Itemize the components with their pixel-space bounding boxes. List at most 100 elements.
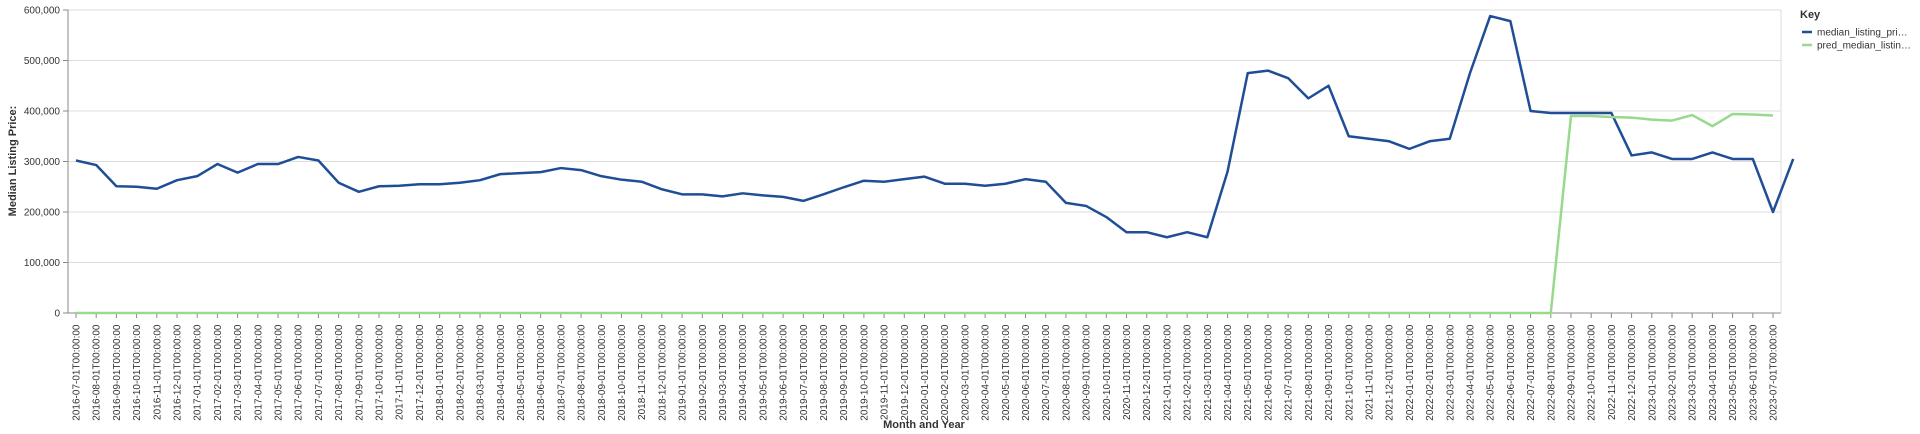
x-tick-label: 2022-05-01T00:00:00 bbox=[1486, 324, 1497, 421]
x-tick-label: 2021-12-01T00:00:00 bbox=[1385, 324, 1396, 421]
x-tick-label: 2017-06-01T00:00:00 bbox=[294, 324, 305, 421]
x-tick-label: 2023-06-01T00:00:00 bbox=[1748, 324, 1759, 421]
x-tick-label: 2020-07-01T00:00:00 bbox=[1041, 324, 1052, 421]
x-tick-label: 2022-08-01T00:00:00 bbox=[1546, 324, 1557, 421]
x-tick-label: 2020-03-01T00:00:00 bbox=[960, 324, 971, 421]
x-tick-label: 2018-12-01T00:00:00 bbox=[657, 324, 668, 421]
x-tick-label: 2017-09-01T00:00:00 bbox=[354, 324, 365, 421]
x-tick-label: 2017-11-01T00:00:00 bbox=[395, 324, 406, 420]
y-tick-label: 500,000 bbox=[24, 56, 61, 67]
x-tick-label: 2022-12-01T00:00:00 bbox=[1627, 324, 1638, 421]
x-tick-label: 2016-11-01T00:00:00 bbox=[152, 324, 163, 420]
x-tick-label: 2018-06-01T00:00:00 bbox=[536, 324, 547, 421]
x-tick-label: 2022-09-01T00:00:00 bbox=[1566, 324, 1577, 421]
x-tick-label: 2016-09-01T00:00:00 bbox=[112, 324, 123, 421]
x-tick-label: 2023-07-01T00:00:00 bbox=[1769, 324, 1780, 421]
x-tick-label: 2019-02-01T00:00:00 bbox=[698, 324, 709, 421]
x-tick-label: 2021-01-01T00:00:00 bbox=[1162, 324, 1173, 421]
x-tick-label: 2016-12-01T00:00:00 bbox=[173, 324, 184, 421]
x-tick-label: 2020-08-01T00:00:00 bbox=[1061, 324, 1072, 421]
x-tick-label: 2022-02-01T00:00:00 bbox=[1425, 324, 1436, 421]
x-tick-label: 2019-11-01T00:00:00 bbox=[880, 324, 891, 420]
x-tick-label: 2017-08-01T00:00:00 bbox=[334, 324, 345, 421]
x-tick-label: 2022-06-01T00:00:00 bbox=[1506, 324, 1517, 421]
x-tick-label: 2018-05-01T00:00:00 bbox=[516, 324, 527, 421]
x-tick-label: 2022-11-01T00:00:00 bbox=[1607, 324, 1618, 420]
x-tick-label: 2021-02-01T00:00:00 bbox=[1183, 324, 1194, 421]
x-tick-label: 2018-02-01T00:00:00 bbox=[455, 324, 466, 421]
x-tick-label: 2020-02-01T00:00:00 bbox=[940, 324, 951, 421]
x-tick-label: 2017-03-01T00:00:00 bbox=[233, 324, 244, 421]
x-tick-label: 2019-03-01T00:00:00 bbox=[718, 324, 729, 421]
x-axis-title: Month and Year bbox=[883, 419, 965, 431]
x-tick-label: 2020-11-01T00:00:00 bbox=[1122, 324, 1133, 420]
x-tick-label: 2023-05-01T00:00:00 bbox=[1728, 324, 1739, 421]
y-tick-label: 300,000 bbox=[24, 157, 61, 168]
x-tick-label: 2018-10-01T00:00:00 bbox=[617, 324, 628, 421]
x-tick-label: 2021-03-01T00:00:00 bbox=[1203, 324, 1214, 421]
x-tick-label: 2021-07-01T00:00:00 bbox=[1284, 324, 1295, 421]
x-tick-label: 2020-10-01T00:00:00 bbox=[1102, 324, 1113, 421]
x-tick-label: 2017-12-01T00:00:00 bbox=[415, 324, 426, 421]
x-tick-label: 2017-01-01T00:00:00 bbox=[193, 324, 204, 421]
x-tick-label: 2018-03-01T00:00:00 bbox=[476, 324, 487, 421]
legend-label: pred_median_listin… bbox=[1817, 41, 1911, 52]
x-tick-label: 2019-08-01T00:00:00 bbox=[819, 324, 830, 421]
x-tick-label: 2019-12-01T00:00:00 bbox=[900, 324, 911, 421]
x-tick-label: 2018-09-01T00:00:00 bbox=[597, 324, 608, 421]
x-tick-label: 2019-06-01T00:00:00 bbox=[779, 324, 790, 421]
x-tick-label: 2023-03-01T00:00:00 bbox=[1688, 324, 1699, 421]
x-tick-label: 2020-12-01T00:00:00 bbox=[1142, 324, 1153, 421]
x-tick-label: 2017-02-01T00:00:00 bbox=[213, 324, 224, 421]
y-tick-label: 100,000 bbox=[24, 258, 61, 269]
x-tick-label: 2018-11-01T00:00:00 bbox=[637, 324, 648, 420]
x-tick-label: 2022-01-01T00:00:00 bbox=[1405, 324, 1416, 421]
x-tick-label: 2020-05-01T00:00:00 bbox=[1001, 324, 1012, 421]
x-tick-label: 2019-10-01T00:00:00 bbox=[859, 324, 870, 421]
y-tick-label: 0 bbox=[54, 309, 60, 320]
legend-label: median_listing_pri… bbox=[1817, 28, 1908, 39]
x-tick-label: 2019-09-01T00:00:00 bbox=[839, 324, 850, 421]
x-tick-label: 2017-10-01T00:00:00 bbox=[375, 324, 386, 421]
x-tick-label: 2019-04-01T00:00:00 bbox=[738, 324, 749, 421]
x-tick-label: 2016-10-01T00:00:00 bbox=[132, 324, 143, 421]
x-tick-label: 2016-08-01T00:00:00 bbox=[92, 324, 103, 421]
x-tick-label: 2023-02-01T00:00:00 bbox=[1667, 324, 1678, 421]
x-tick-label: 2021-10-01T00:00:00 bbox=[1344, 324, 1355, 421]
x-tick-label: 2020-09-01T00:00:00 bbox=[1082, 324, 1093, 421]
y-tick-label: 400,000 bbox=[24, 107, 61, 118]
x-tick-label: 2021-11-01T00:00:00 bbox=[1364, 324, 1375, 420]
x-tick-label: 2023-04-01T00:00:00 bbox=[1708, 324, 1719, 421]
x-tick-label: 2022-07-01T00:00:00 bbox=[1526, 324, 1537, 421]
series-line bbox=[76, 112, 1774, 315]
x-tick-label: 2021-05-01T00:00:00 bbox=[1243, 324, 1254, 421]
x-tick-label: 2017-07-01T00:00:00 bbox=[314, 324, 325, 421]
x-tick-label: 2021-08-01T00:00:00 bbox=[1304, 324, 1315, 421]
x-tick-label: 2018-01-01T00:00:00 bbox=[435, 324, 446, 421]
y-tick-label: 600,000 bbox=[24, 6, 61, 17]
x-tick-label: 2022-04-01T00:00:00 bbox=[1465, 324, 1476, 421]
x-tick-label: 2021-04-01T00:00:00 bbox=[1223, 324, 1234, 421]
x-tick-label: 2017-05-01T00:00:00 bbox=[274, 324, 285, 421]
x-tick-label: 2019-07-01T00:00:00 bbox=[799, 324, 810, 421]
x-tick-label: 2018-04-01T00:00:00 bbox=[496, 324, 507, 421]
x-tick-label: 2020-06-01T00:00:00 bbox=[1021, 324, 1032, 421]
x-tick-label: 2016-07-01T00:00:00 bbox=[72, 324, 83, 421]
x-tick-label: 2017-04-01T00:00:00 bbox=[253, 324, 264, 421]
x-tick-label: 2019-05-01T00:00:00 bbox=[758, 324, 769, 421]
x-tick-label: 2018-08-01T00:00:00 bbox=[577, 324, 588, 421]
x-tick-label: 2023-01-01T00:00:00 bbox=[1647, 324, 1658, 421]
x-tick-label: 2020-04-01T00:00:00 bbox=[981, 324, 992, 421]
x-tick-label: 2019-01-01T00:00:00 bbox=[678, 324, 689, 421]
y-tick-label: 200,000 bbox=[24, 208, 61, 219]
series-line bbox=[75, 14, 1795, 239]
y-axis-title: Median Listing Price: bbox=[7, 106, 19, 217]
legend-title: Key bbox=[1800, 9, 1821, 21]
x-tick-label: 2018-07-01T00:00:00 bbox=[556, 324, 567, 421]
x-tick-label: 2021-06-01T00:00:00 bbox=[1263, 324, 1274, 421]
x-tick-label: 2022-03-01T00:00:00 bbox=[1445, 324, 1456, 421]
x-tick-label: 2020-01-01T00:00:00 bbox=[920, 324, 931, 421]
x-tick-label: 2022-10-01T00:00:00 bbox=[1587, 324, 1598, 421]
